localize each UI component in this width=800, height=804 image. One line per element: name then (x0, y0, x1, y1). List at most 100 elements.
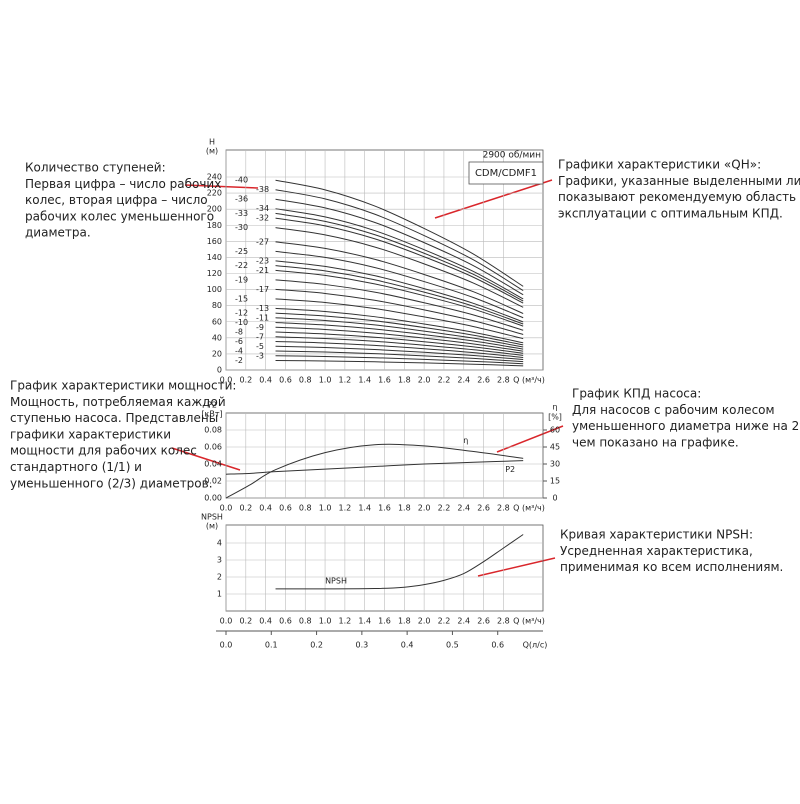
y-tick-label: 0.04 (204, 460, 222, 469)
annotation-line: уменьшенного диаметра ниже на 2%, (572, 419, 800, 433)
y-tick-label: 140 (207, 253, 222, 262)
curve (275, 336, 524, 356)
series-label: -34 (256, 204, 269, 213)
x-tick-label: 0.2 (239, 617, 252, 626)
x-tick-label: 2.6 (477, 504, 490, 513)
model-box (468, 161, 544, 185)
annotation-line: Кривая характеристики NPSH: (560, 528, 753, 542)
curve (275, 317, 524, 348)
curve (225, 460, 524, 475)
curve (275, 241, 524, 315)
annotation-line: Первая цифра – число рабочих (25, 177, 221, 191)
x-tick-label: 2.6 (477, 376, 490, 385)
x2-tick-label: 0.6 (491, 641, 504, 650)
series-label: -17 (256, 285, 269, 294)
series-label: -5 (256, 342, 264, 351)
x2-axis-label: Q(л/с) (523, 641, 548, 650)
x-tick-label: 2.0 (418, 376, 431, 385)
x-tick-label: 0.0 (220, 617, 233, 626)
curve (275, 179, 524, 287)
x-tick-label: 0.4 (259, 504, 272, 513)
annotation-line: Усредненная характеристика, (560, 544, 753, 558)
series-label: -19 (235, 275, 248, 284)
annotation-line: Графики характеристики «QH»: (558, 158, 761, 172)
x-tick-label: 2.0 (418, 617, 431, 626)
annotation-line: График КПД насоса: (572, 387, 701, 401)
annotation-line: стандартного (1/1) и (10, 460, 142, 474)
x-tick-label: 2.6 (477, 617, 490, 626)
chart: 0.00 0.02 0.04 0.06 0.08 0 15 30 45 60 0.0 0.2 0.4 0.… (201, 401, 562, 513)
curve (275, 534, 524, 590)
pointer (477, 557, 556, 577)
series-label: -13 (256, 304, 269, 313)
series-label: -27 (256, 237, 269, 246)
curve (275, 212, 524, 302)
curve (275, 265, 524, 325)
x-tick-label: 1.2 (339, 376, 352, 385)
series-label: NPSH (325, 576, 347, 585)
series-label: P2 (505, 465, 515, 474)
series-label: -7 (256, 332, 264, 341)
x2-tick-label: 0.2 (310, 641, 323, 650)
curve (275, 322, 524, 350)
x-tick-label: 0.4 (259, 617, 272, 626)
curve (275, 198, 524, 296)
y2-tick-label: 0 (552, 494, 557, 503)
y-tick-label: 4 (217, 539, 222, 548)
y2-axis-unit: [%] (548, 413, 562, 422)
curve (275, 298, 524, 340)
x-tick-label: 2.2 (438, 617, 451, 626)
annotation-line: применимая ко всем исполнениям. (560, 560, 783, 574)
x-axis-label: Q (м³/ч) (513, 617, 545, 626)
y-tick-label: 0.06 (204, 443, 222, 452)
y-axis-label: H (209, 138, 215, 147)
annotation-line: мощности для рабочих колес (10, 444, 197, 458)
curve (275, 227, 524, 308)
x-axis-label: Q (м³/ч) (513, 504, 545, 513)
x2-tick-label: 0.3 (355, 641, 368, 650)
x-tick-label: 2.8 (497, 617, 510, 626)
pointer (434, 179, 553, 219)
y2-axis-label: η (552, 403, 557, 412)
y2-tick-label: 60 (550, 426, 560, 435)
series-label: -38 (256, 185, 269, 194)
annotation-line: Количество ступеней: (25, 161, 166, 175)
annotation-line: Мощность, потребляемая каждой (10, 395, 226, 409)
series-label: η (463, 436, 468, 445)
y-tick-label: 120 (207, 269, 222, 278)
annotation-line: рабочих колес уменьшенного (25, 209, 214, 223)
y-tick-label: 0.02 (204, 477, 222, 486)
y-axis-unit: (м) (206, 522, 218, 531)
curve (275, 307, 524, 344)
curve (275, 189, 524, 291)
x-tick-label: 0.0 (220, 504, 233, 513)
x-tick-label: 0.0 (220, 376, 233, 385)
chart: 1 2 3 4 0.0 0.2 0.4 0.6 0.8 1.0 1.2 1.4 1.6 1.8 2.0 2.2… (201, 513, 547, 650)
model-label: CDM/CDMF1 (475, 168, 537, 179)
y-axis-label: P2 (207, 401, 217, 410)
pointer (496, 425, 564, 453)
y-axis-unit: (м) (206, 147, 218, 156)
curve (275, 326, 524, 352)
x-tick-label: 1.0 (319, 376, 332, 385)
series-label: -11 (256, 313, 269, 322)
curve (275, 331, 524, 354)
x-tick-label: 0.8 (299, 376, 312, 385)
series-label: -36 (235, 195, 248, 204)
x-tick-label: 2.2 (438, 504, 451, 513)
y-tick-label: 80 (212, 301, 222, 310)
curve (225, 443, 524, 499)
y-tick-label: 20 (212, 349, 222, 358)
x-tick-label: 1.6 (378, 617, 391, 626)
y-tick-label: 3 (217, 556, 222, 565)
annotation-line: ступенью насоса. Представлены (10, 411, 218, 425)
series-label: -25 (235, 247, 248, 256)
x2-tick-label: 0.1 (265, 641, 278, 650)
series-label: -2 (235, 356, 243, 365)
curve (275, 345, 524, 361)
x-tick-label: 0.8 (299, 617, 312, 626)
curve (275, 360, 524, 367)
annotation-line: уменьшенного (2/3) диаметров. (10, 476, 213, 490)
y-axis-unit: [кВт] (201, 410, 222, 419)
